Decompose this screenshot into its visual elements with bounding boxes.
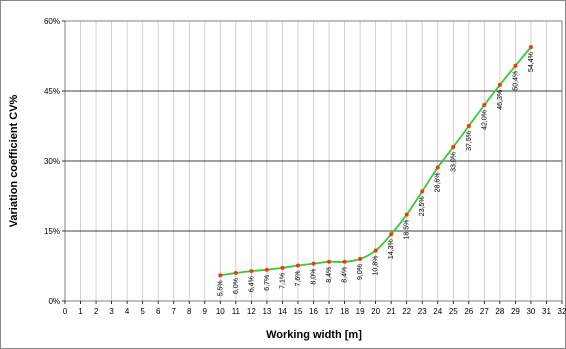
x-tick-label: 10	[216, 307, 225, 316]
data-label: 18,5%	[404, 220, 411, 240]
x-tick-label: 5	[140, 307, 145, 316]
x-tick-label: 25	[449, 307, 458, 316]
x-tick-label: 21	[387, 307, 396, 316]
data-point	[497, 82, 502, 87]
data-label: 9,0%	[357, 264, 364, 280]
data-point	[528, 45, 533, 50]
x-tick-label: 9	[203, 307, 208, 316]
data-point	[373, 248, 378, 253]
data-label: 6,7%	[264, 275, 271, 291]
data-point	[435, 165, 440, 170]
x-tick-label: 28	[495, 307, 504, 316]
x-tick-label: 29	[511, 307, 520, 316]
x-tick-label: 13	[262, 307, 271, 316]
x-tick-label: 20	[371, 307, 380, 316]
data-point	[482, 103, 487, 107]
data-point	[342, 259, 347, 264]
x-tick-label: 17	[325, 307, 334, 316]
x-tick-label: 2	[94, 307, 99, 316]
x-tick-label: 3	[109, 307, 114, 316]
data-point	[280, 265, 285, 270]
data-point	[249, 269, 254, 274]
y-axis-ticks: 0% 15% 30% 45% 60%	[44, 17, 65, 306]
x-tick-label: 24	[433, 307, 442, 316]
data-point	[264, 267, 269, 272]
data-point	[389, 232, 394, 237]
x-tick-label: 31	[542, 307, 551, 316]
x-tick-label: 11	[232, 307, 241, 316]
x-tick-label: 8	[187, 307, 192, 316]
data-label: 5,5%	[217, 280, 224, 296]
data-label: 7,6%	[295, 271, 302, 287]
x-axis-title: Working width [m]	[266, 329, 362, 341]
x-tick-label: 32	[558, 307, 566, 316]
x-tick-label: 4	[125, 307, 130, 316]
x-tick-label: 27	[480, 307, 489, 316]
data-point	[513, 63, 518, 68]
data-label: 7,1%	[279, 273, 286, 289]
x-tick-label: 12	[247, 307, 256, 316]
x-tick-label: 6	[156, 307, 161, 316]
data-label: 23,5%	[419, 196, 426, 216]
y-tick-label: 0%	[48, 297, 60, 306]
y-tick-label: 15%	[44, 227, 60, 236]
x-axis-ticks: 0 1 2 3 4 5 6 7 8 9 10 11 12 13 14 15 16 17 18 19 20 21 22 23 24…	[63, 301, 566, 316]
x-tick-label: 18	[340, 307, 349, 316]
data-point	[420, 189, 425, 194]
data-label: 46,3%	[497, 90, 504, 110]
x-tick-label: 7	[171, 307, 176, 316]
data-labels: 5,5% 6,0% 6,4% 6,7% 7,1% 7,6% 8,0% 8,4% 8,4% 9,0%…	[217, 52, 535, 296]
data-point	[358, 257, 363, 261]
x-tick-label: 15	[294, 307, 303, 316]
data-label: 8,0%	[311, 269, 318, 285]
data-label: 42,0%	[481, 110, 488, 130]
series	[218, 45, 533, 278]
data-label: 10,8%	[373, 256, 380, 276]
x-tick-label: 16	[309, 307, 318, 316]
x-tick-label: 30	[526, 307, 535, 316]
data-label: 6,4%	[248, 276, 255, 292]
data-label: 33,0%	[450, 152, 457, 172]
x-tick-label: 22	[402, 307, 411, 316]
data-point	[311, 261, 316, 266]
data-point	[233, 271, 238, 275]
data-label: 37,5%	[466, 131, 473, 151]
x-tick-label: 26	[464, 307, 473, 316]
x-tick-label: 1	[78, 307, 83, 316]
y-tick-label: 60%	[44, 17, 60, 26]
data-label: 8,4%	[326, 267, 333, 283]
x-tick-label: 0	[63, 307, 68, 316]
data-label: 14,3%	[388, 239, 395, 259]
data-label: 54,4%	[528, 52, 535, 72]
data-label: 8,4%	[342, 267, 349, 283]
data-label: 50,4%	[512, 71, 519, 91]
data-point	[466, 124, 471, 128]
data-point	[451, 145, 456, 149]
x-tick-label: 23	[418, 307, 427, 316]
data-label: 6,0%	[233, 278, 240, 294]
data-label: 28,6%	[435, 173, 442, 193]
y-tick-label: 45%	[44, 87, 60, 96]
y-axis-title: Variation coefficient CV%	[8, 94, 20, 227]
x-tick-label: 19	[356, 307, 365, 316]
x-tick-label: 14	[278, 307, 287, 316]
data-point	[404, 212, 409, 217]
data-point	[295, 263, 300, 268]
data-point	[327, 259, 332, 264]
data-point	[218, 273, 223, 278]
y-tick-label: 30%	[44, 157, 60, 166]
